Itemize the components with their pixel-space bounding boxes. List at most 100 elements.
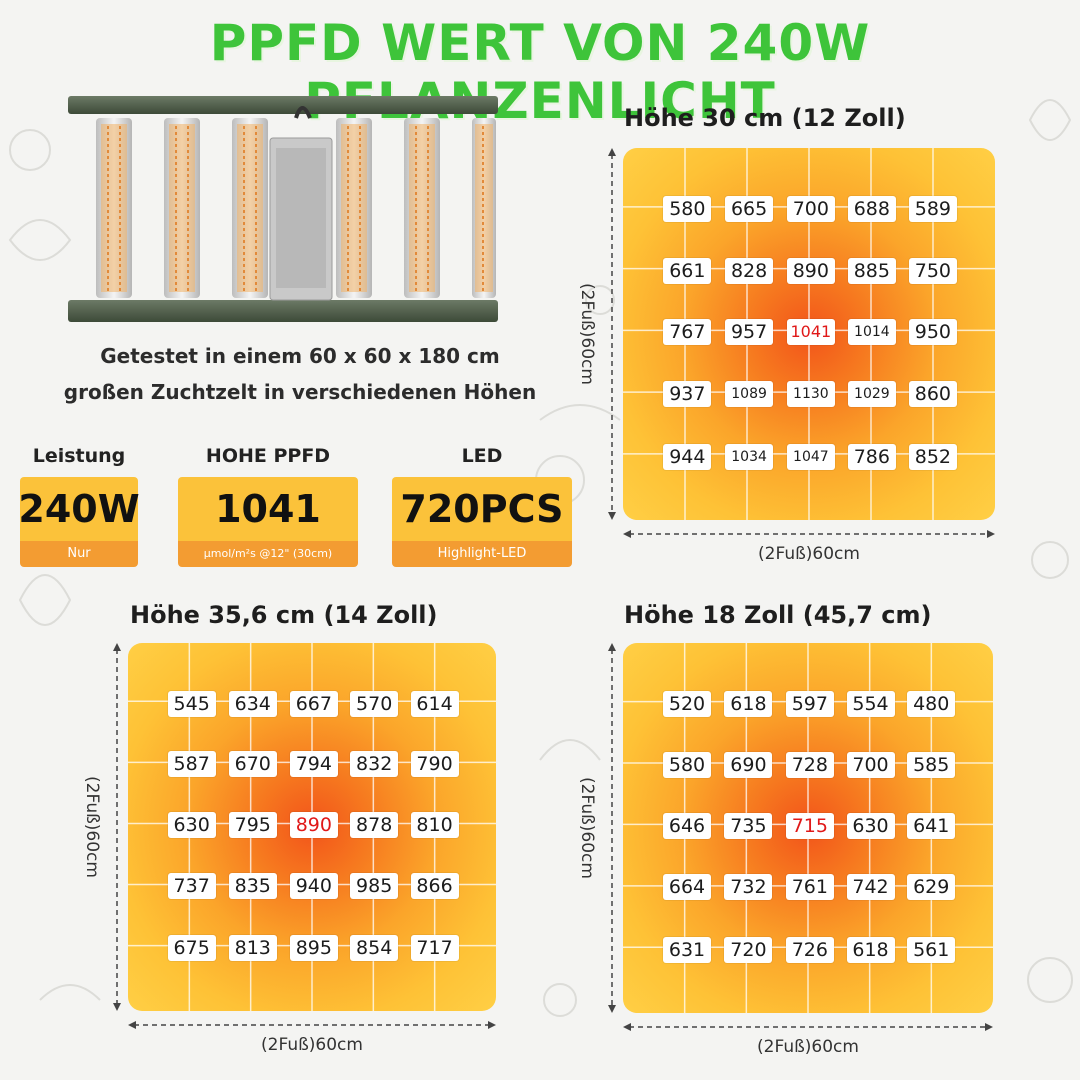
ppfd-value-cell: 854: [350, 935, 399, 962]
ppfd-heatmap-square: 520 618 597 554 480 580 690 728 700 585 646 735 715 6…: [623, 643, 993, 1013]
ppfd-value-cell: 761: [785, 874, 834, 901]
width-dimension-label: (2Fuß)60cm: [758, 544, 860, 564]
spec-ppfd-sub: μmol/m²s @12" (30cm): [178, 541, 358, 567]
ppfd-value-cell: 735: [724, 813, 773, 840]
ppfd-value-cell: 1130: [786, 380, 835, 407]
ppfd-value-cell: 670: [228, 751, 277, 778]
ppfd-value-cell: 614: [410, 690, 459, 717]
width-dimension-arrow: [623, 1023, 993, 1031]
ppfd-value-cell: 630: [846, 813, 895, 840]
test-caption-line-1: Getestet in einem 60 x 60 x 180 cm: [100, 344, 500, 368]
width-dimension-arrow: [128, 1021, 496, 1029]
ppfd-value-cell: 580: [663, 752, 711, 779]
ppfd-value-cell: 1029: [847, 380, 896, 407]
height-dimension-label: (2Fuß)60cm: [82, 776, 102, 878]
height-dimension-label: (2Fuß)60cm: [577, 283, 597, 385]
ppfd-value-cell: 878: [350, 812, 399, 839]
test-caption-line-2: großen Zuchtzelt in verschiedenen Höhen: [63, 380, 537, 404]
ppfd-value-cell: 737: [167, 872, 216, 899]
ppfd-value-cell: 715: [785, 813, 834, 840]
ppfd-value-cell: 554: [846, 691, 895, 718]
ppfd-value-cell: 667: [289, 690, 338, 717]
ppfd-value-cell: 1034: [725, 443, 774, 470]
ppfd-value-cell: 700: [846, 752, 895, 779]
grow-light-product-image: [68, 96, 498, 322]
ppfd-value-cell: 786: [847, 443, 896, 470]
width-dimension-label: (2Fuß)60cm: [261, 1035, 363, 1055]
spec-ppfd: HOHE PPFD 1041 μmol/m²s @12" (30cm): [178, 443, 358, 567]
panel-title: Höhe 35,6 cm (14 Zoll): [130, 601, 438, 629]
ppfd-value-cell: 661: [663, 257, 712, 284]
ppfd-value-cell: 634: [228, 690, 277, 717]
ppfd-value-cell: 720: [724, 937, 773, 964]
ppfd-value-cell: 732: [724, 874, 773, 901]
ppfd-value-cell: 630: [167, 812, 216, 839]
ppfd-value-cell: 985: [350, 872, 399, 899]
ppfd-value-cell: 937: [663, 380, 712, 407]
ppfd-value-cell: 717: [410, 935, 459, 962]
spec-power-label: Leistung: [32, 445, 126, 467]
ppfd-value-cell: 866: [410, 872, 459, 899]
ppfd-value-cell: 852: [908, 443, 957, 470]
ppfd-value-cell: 690: [724, 752, 773, 779]
ppfd-value-cell: 1047: [786, 443, 835, 470]
ppfd-value-cell: 1041: [786, 319, 835, 346]
ppfd-value-cell: 641: [907, 813, 956, 840]
ppfd-value-cell: 795: [228, 812, 277, 839]
ppfd-value-cell: 561: [907, 937, 956, 964]
ppfd-value-cell: 570: [350, 690, 399, 717]
spec-led-value: 720PCS: [392, 477, 572, 541]
spec-led: LED 720PCS Highlight-LED: [392, 443, 572, 567]
ppfd-value-cell: 587: [167, 751, 216, 778]
ppfd-value-cell: 726: [785, 937, 834, 964]
spec-ppfd-value: 1041: [178, 477, 358, 541]
ppfd-value-cell: 1014: [847, 319, 896, 346]
ppfd-value-cell: 790: [410, 751, 459, 778]
ppfd-value-cell: 860: [908, 380, 957, 407]
width-dimension-label: (2Fuß)60cm: [757, 1037, 859, 1057]
ppfd-value-cell: 618: [846, 937, 895, 964]
ppfd-value-cell: 665: [725, 196, 774, 223]
ppfd-value-cell: 585: [907, 752, 956, 779]
spec-power-value: 240W: [18, 477, 140, 541]
spec-power: Leistung 240W Nur: [18, 443, 140, 567]
ppfd-value-cell: 675: [167, 935, 216, 962]
ppfd-value-cell: 664: [663, 874, 711, 901]
ppfd-value-cell: 688: [847, 196, 896, 223]
ppfd-value-cell: 545: [167, 690, 216, 717]
ppfd-value-cell: 828: [725, 257, 774, 284]
ppfd-value-cell: 589: [908, 196, 957, 223]
ppfd-value-cell: 700: [786, 196, 835, 223]
ppfd-value-cell: 618: [724, 691, 773, 718]
ppfd-value-cell: 950: [908, 319, 957, 346]
ppfd-value-cell: 629: [907, 874, 956, 901]
ppfd-value-cell: 895: [289, 935, 338, 962]
panel-title: Höhe 30 cm (12 Zoll): [624, 104, 906, 132]
ppfd-value-cell: 646: [663, 813, 711, 840]
width-dimension-arrow: [623, 530, 995, 538]
ppfd-value-cell: 794: [289, 751, 338, 778]
spec-led-label: LED: [461, 445, 503, 467]
ppfd-value-cell: 832: [350, 751, 399, 778]
panel-title: Höhe 18 Zoll (45,7 cm): [624, 601, 932, 629]
ppfd-value-cell: 813: [228, 935, 277, 962]
ppfd-heatmap-square: 545 634 667 570 614 587 670 794 832 790 630 795 890 8…: [128, 643, 496, 1011]
ppfd-value-cell: 890: [289, 812, 338, 839]
ppfd-value-cell: 940: [289, 872, 338, 899]
height-dimension-arrow: [608, 643, 616, 1013]
height-dimension-arrow: [113, 643, 121, 1011]
spec-led-sub: Highlight-LED: [392, 541, 572, 567]
height-dimension-label: (2Fuß)60cm: [577, 777, 597, 879]
ppfd-value-cell: 885: [847, 257, 896, 284]
ppfd-value-cell: 890: [786, 257, 835, 284]
ppfd-value-cell: 597: [785, 691, 834, 718]
ppfd-value-cell: 835: [228, 872, 277, 899]
ppfd-value-cell: 944: [663, 443, 712, 470]
ppfd-value-cell: 957: [725, 319, 774, 346]
ppfd-value-cell: 810: [410, 812, 459, 839]
ppfd-value-cell: 728: [785, 752, 834, 779]
ppfd-value-cell: 480: [907, 691, 956, 718]
ppfd-value-cell: 631: [663, 937, 711, 964]
ppfd-value-cell: 767: [663, 319, 712, 346]
ppfd-value-cell: 580: [663, 196, 712, 223]
